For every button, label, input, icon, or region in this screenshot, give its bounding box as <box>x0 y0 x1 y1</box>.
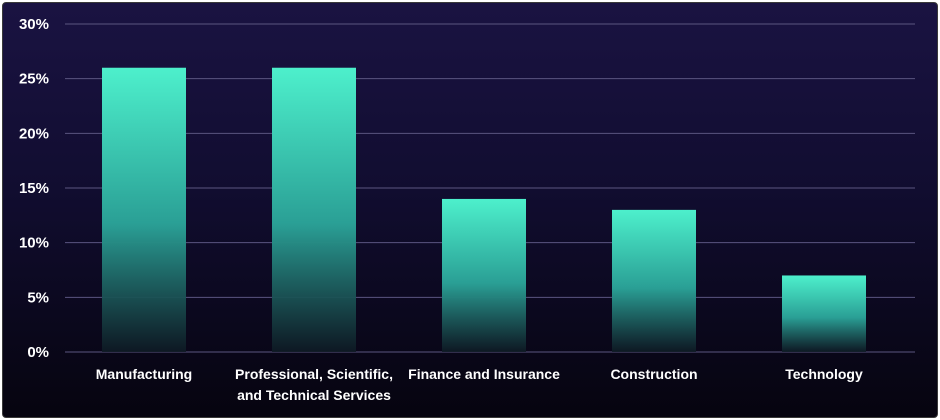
x-category-label-line: Manufacturing <box>96 366 192 382</box>
y-tick-label: 30% <box>19 16 49 33</box>
x-category-label: Manufacturing <box>96 366 192 382</box>
x-category-label-line: Finance and Insurance <box>408 366 560 382</box>
x-axis-labels: Manufacturing Professional, Scientific, an… <box>96 366 863 403</box>
y-axis-ticks: 0% 5% 10% 15% 20% 25% 30% <box>19 16 49 361</box>
x-category-label: Finance and Insurance <box>408 366 560 382</box>
bar-1 <box>272 67 356 352</box>
bar-4 <box>782 275 866 352</box>
y-tick-label: 10% <box>19 235 49 252</box>
x-category-label-line: Professional, Scientific, <box>235 366 393 382</box>
x-category-label-line: Technology <box>785 366 863 382</box>
y-tick-label: 0% <box>27 344 49 361</box>
bar-2 <box>442 198 526 352</box>
x-category-label: Construction <box>610 366 697 382</box>
bar-chart: 0% 5% 10% 15% 20% 25% 30% Manufacturing Profess… <box>19 16 915 403</box>
bar-3 <box>612 209 696 352</box>
x-category-label-line: and Technical Services <box>237 387 391 403</box>
y-tick-label: 25% <box>19 71 49 88</box>
x-category-label: Technology <box>785 366 863 382</box>
x-category-label-line: Construction <box>610 366 697 382</box>
y-tick-label: 20% <box>19 125 49 142</box>
x-category-label: Professional, Scientific, and Technical S… <box>235 366 393 403</box>
y-tick-label: 15% <box>19 180 49 197</box>
bar-0 <box>102 67 186 352</box>
bars <box>102 67 866 352</box>
y-tick-label: 5% <box>27 289 49 306</box>
